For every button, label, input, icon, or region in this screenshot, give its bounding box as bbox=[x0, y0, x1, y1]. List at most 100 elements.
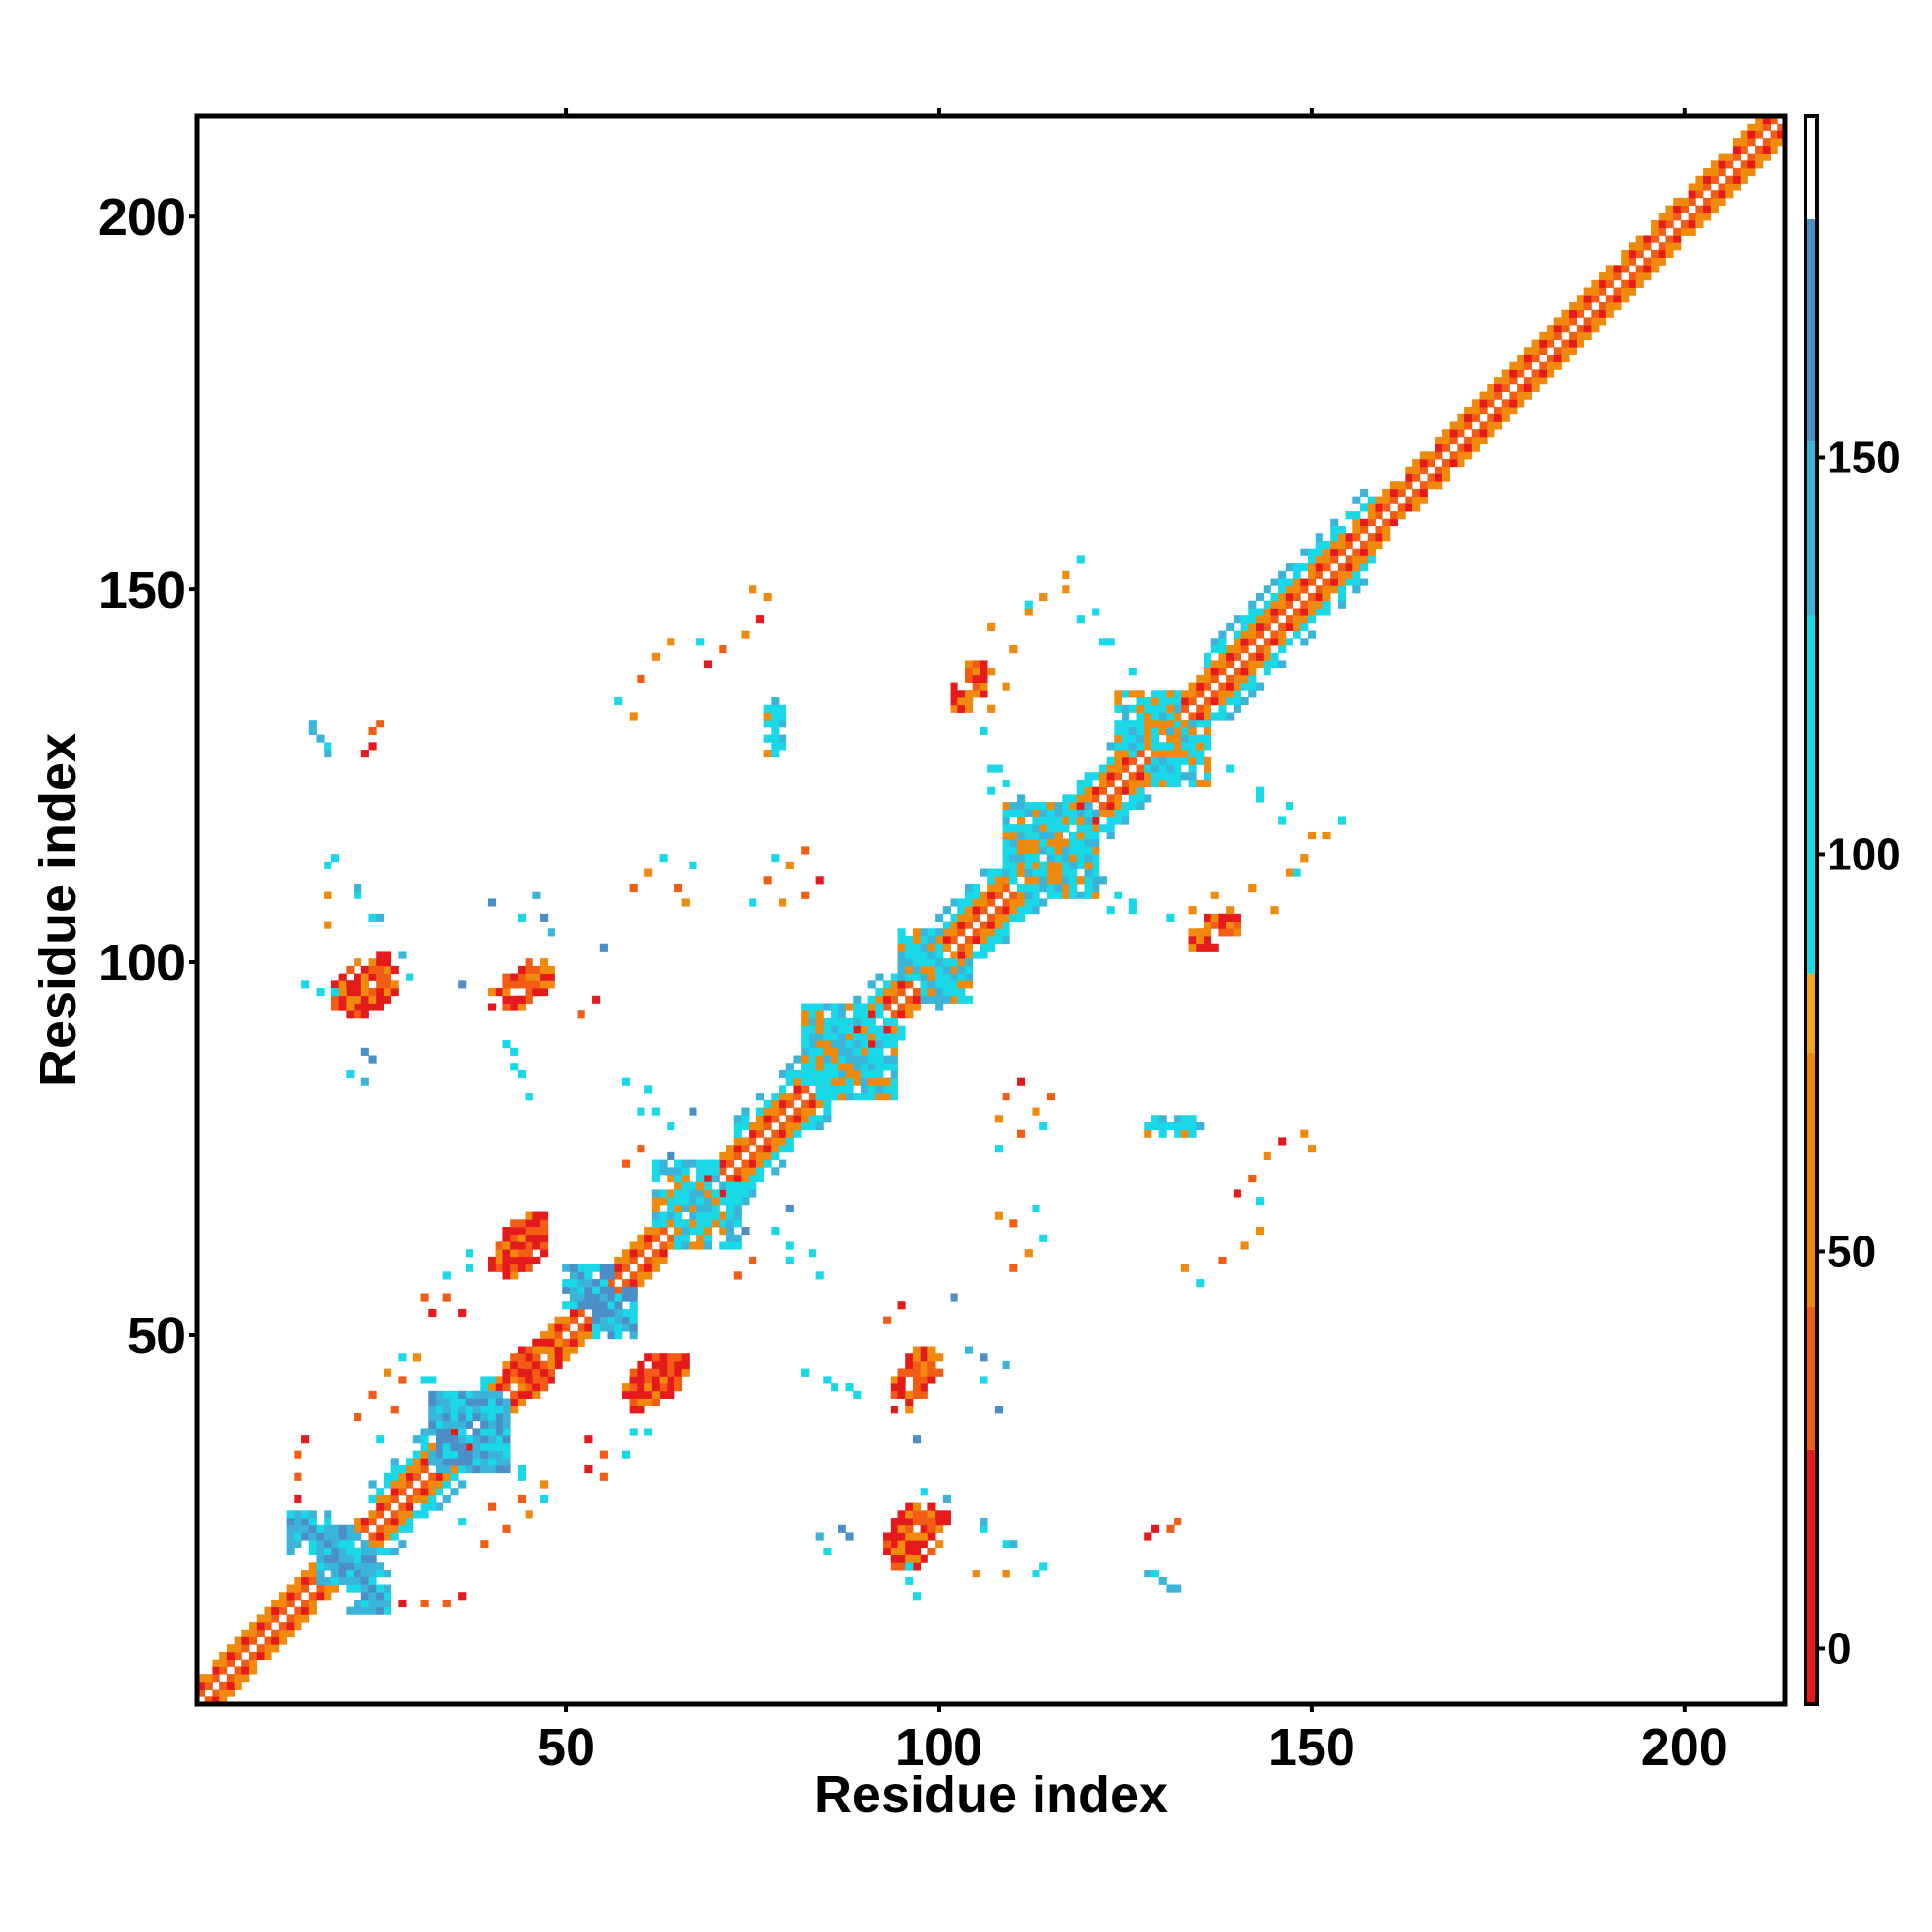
heatmap-cell bbox=[465, 1458, 473, 1466]
heatmap-cell bbox=[249, 1636, 258, 1645]
heatmap-cell bbox=[659, 1197, 668, 1206]
heatmap-cell bbox=[935, 1524, 944, 1533]
heatmap-cell bbox=[614, 1293, 623, 1302]
heatmap-cell bbox=[637, 1368, 645, 1377]
heatmap-cell bbox=[1136, 802, 1145, 810]
heatmap-cell bbox=[1449, 421, 1458, 430]
heatmap-cell bbox=[525, 1383, 533, 1392]
heatmap-cell bbox=[726, 1197, 735, 1206]
heatmap-cell bbox=[1270, 608, 1279, 616]
heatmap-cell bbox=[964, 668, 974, 676]
heatmap-cell bbox=[1643, 242, 1652, 251]
heatmap-cell bbox=[1695, 220, 1704, 229]
heatmap-cell bbox=[577, 1293, 585, 1302]
heatmap-cell bbox=[517, 1494, 526, 1504]
heatmap-cell bbox=[1009, 868, 1018, 877]
heatmap-cell bbox=[927, 1346, 936, 1354]
heatmap-cell bbox=[1188, 1122, 1197, 1131]
heatmap-cell bbox=[1330, 518, 1339, 526]
heatmap-cell bbox=[1479, 391, 1488, 400]
heatmap-cell bbox=[1098, 876, 1108, 885]
heatmap-cell bbox=[1523, 354, 1532, 363]
heatmap-cell bbox=[808, 1017, 817, 1027]
heatmap-cell bbox=[1605, 295, 1614, 303]
heatmap-cell bbox=[212, 1666, 220, 1675]
heatmap-cell bbox=[1337, 585, 1347, 594]
heatmap-cell bbox=[890, 1406, 898, 1414]
heatmap-cell bbox=[875, 1093, 884, 1101]
heatmap-cell bbox=[1024, 861, 1033, 869]
heatmap-cell bbox=[867, 1025, 876, 1034]
heatmap-cell bbox=[338, 1562, 347, 1571]
heatmap-cell bbox=[1285, 615, 1293, 624]
heatmap-cell bbox=[1218, 928, 1227, 937]
heatmap-cell bbox=[890, 1055, 898, 1064]
heatmap-cell bbox=[785, 1077, 794, 1086]
heatmap-cell bbox=[1024, 838, 1033, 847]
heatmap-cell bbox=[1054, 854, 1063, 863]
heatmap-cell bbox=[1233, 682, 1241, 691]
heatmap-cell bbox=[1024, 802, 1033, 810]
heatmap-cell bbox=[1643, 257, 1652, 266]
heatmap-cell bbox=[779, 1069, 787, 1079]
heatmap-cell bbox=[1039, 868, 1048, 877]
heatmap-cell bbox=[659, 1241, 668, 1250]
heatmap-cell bbox=[465, 1412, 473, 1422]
heatmap-cell bbox=[1345, 570, 1353, 579]
heatmap-cell bbox=[1092, 861, 1100, 869]
heatmap-cell bbox=[584, 1316, 593, 1324]
heatmap-cell bbox=[987, 898, 996, 907]
heatmap-cell bbox=[831, 1010, 839, 1019]
heatmap-cell bbox=[1531, 377, 1540, 385]
heatmap-cell bbox=[1352, 585, 1361, 594]
heatmap-cell bbox=[801, 846, 810, 855]
heatmap-cell bbox=[1158, 756, 1167, 765]
heatmap-cell bbox=[1576, 309, 1585, 318]
heatmap-cell bbox=[1136, 690, 1145, 698]
heatmap-cell bbox=[1210, 891, 1219, 899]
heatmap-cell bbox=[1203, 697, 1212, 706]
heatmap-cell bbox=[1695, 175, 1704, 184]
heatmap-cell bbox=[793, 1107, 802, 1116]
heatmap-cell bbox=[554, 1346, 563, 1354]
heatmap-cell bbox=[1665, 205, 1674, 213]
heatmap-cell bbox=[324, 1577, 332, 1585]
heatmap-cell bbox=[1092, 846, 1100, 855]
heatmap-cell bbox=[1688, 220, 1696, 229]
heatmap-cell bbox=[927, 1368, 936, 1377]
heatmap-cell bbox=[1054, 802, 1063, 810]
heatmap-cell bbox=[1449, 436, 1458, 445]
heatmap-cell bbox=[1457, 459, 1465, 468]
heatmap-cell bbox=[1226, 645, 1235, 654]
heatmap-cell bbox=[614, 1264, 623, 1272]
heatmap-cell bbox=[838, 1085, 846, 1094]
heatmap-cell bbox=[1144, 697, 1152, 706]
heatmap-cell bbox=[308, 1540, 317, 1548]
heatmap-cell bbox=[1166, 726, 1175, 736]
heatmap-cell bbox=[689, 1107, 697, 1116]
heatmap-cell bbox=[390, 1458, 399, 1466]
heatmap-cell bbox=[1039, 1562, 1048, 1571]
heatmap-cell bbox=[1308, 600, 1317, 609]
heatmap-cell bbox=[488, 1420, 497, 1429]
heatmap-cell bbox=[629, 1279, 638, 1288]
heatmap-cell bbox=[1263, 615, 1271, 624]
heatmap-cell bbox=[681, 1175, 690, 1183]
heatmap-cell bbox=[1375, 511, 1383, 520]
heatmap-cell bbox=[1599, 309, 1607, 318]
heatmap-cell bbox=[749, 1175, 757, 1183]
heatmap-cell bbox=[912, 965, 922, 975]
heatmap-cell bbox=[517, 913, 526, 922]
heatmap-cell bbox=[667, 1390, 675, 1399]
heatmap-cell bbox=[420, 1442, 429, 1451]
heatmap-cell bbox=[502, 1442, 511, 1451]
heatmap-cell bbox=[838, 1055, 846, 1064]
heatmap-cell bbox=[763, 720, 772, 728]
heatmap-cell bbox=[749, 898, 757, 907]
heatmap-cell bbox=[972, 906, 980, 915]
heatmap-cell bbox=[1032, 809, 1040, 817]
heatmap-cell bbox=[1517, 399, 1525, 408]
heatmap-cell bbox=[1062, 868, 1070, 877]
heatmap-cell bbox=[823, 1055, 832, 1064]
heatmap-cell bbox=[420, 1376, 429, 1384]
